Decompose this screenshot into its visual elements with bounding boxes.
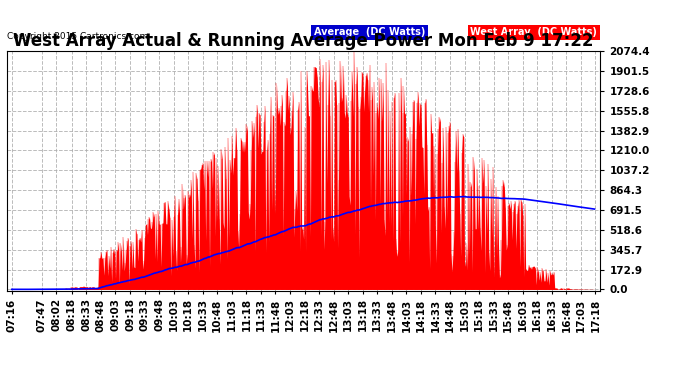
Text: West Array  (DC Watts): West Array (DC Watts) (471, 27, 598, 38)
Title: West Array Actual & Running Average Power Mon Feb 9 17:22: West Array Actual & Running Average Powe… (13, 33, 594, 51)
Text: Copyright 2015 Cartronics.com: Copyright 2015 Cartronics.com (7, 32, 148, 41)
Text: Average  (DC Watts): Average (DC Watts) (314, 27, 425, 38)
